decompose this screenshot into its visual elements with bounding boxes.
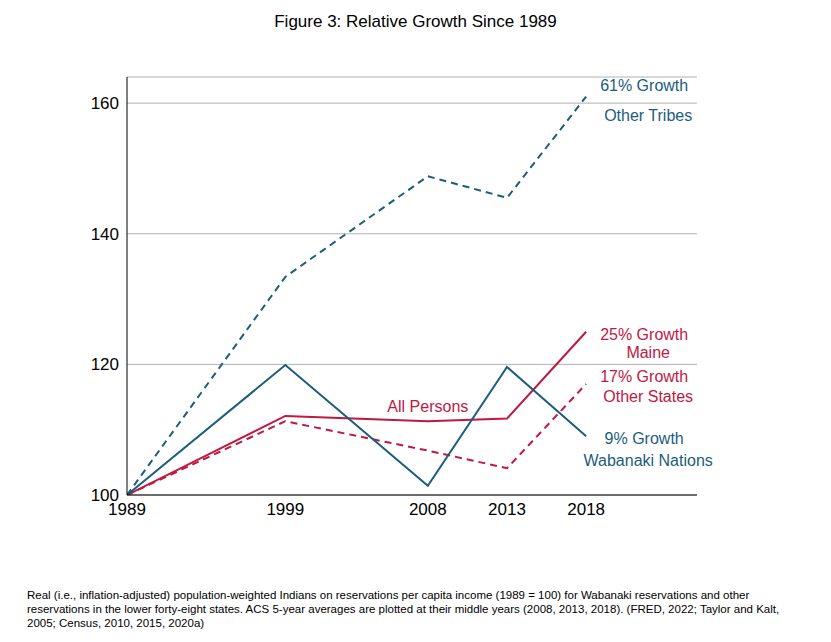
- svg-text:Other States: Other States: [603, 388, 693, 405]
- html-text:Real (i.e., inflation-adjusted: Real (i.e., inflation-adjusted) populati…: [27, 589, 780, 629]
- svg-text:All Persons: All Persons: [387, 398, 468, 415]
- svg-text:25% Growth: 25% Growth: [600, 326, 688, 343]
- svg-text:2013: 2013: [488, 500, 526, 519]
- svg-text:9% Growth: 9% Growth: [605, 430, 684, 447]
- svg-text:160: 160: [91, 94, 119, 113]
- svg-text:140: 140: [91, 225, 119, 244]
- html-text:Figure 3: Relative Growth Sinc: Figure 3: Relative Growth Since 1989: [274, 12, 557, 31]
- svg-text:2008: 2008: [409, 500, 447, 519]
- svg-text:Other Tribes: Other Tribes: [604, 107, 692, 124]
- svg-text:17% Growth: 17% Growth: [600, 368, 688, 385]
- svg-text:Maine: Maine: [626, 344, 670, 361]
- svg-text:120: 120: [91, 355, 119, 374]
- svg-text:100: 100: [91, 486, 119, 505]
- svg-text:61% Growth: 61% Growth: [600, 77, 688, 94]
- svg-text:1999: 1999: [266, 500, 304, 519]
- svg-text:1989: 1989: [108, 500, 146, 520]
- svg-text:2018: 2018: [567, 500, 605, 519]
- svg-text:Wabanaki Nations: Wabanaki Nations: [584, 452, 713, 469]
